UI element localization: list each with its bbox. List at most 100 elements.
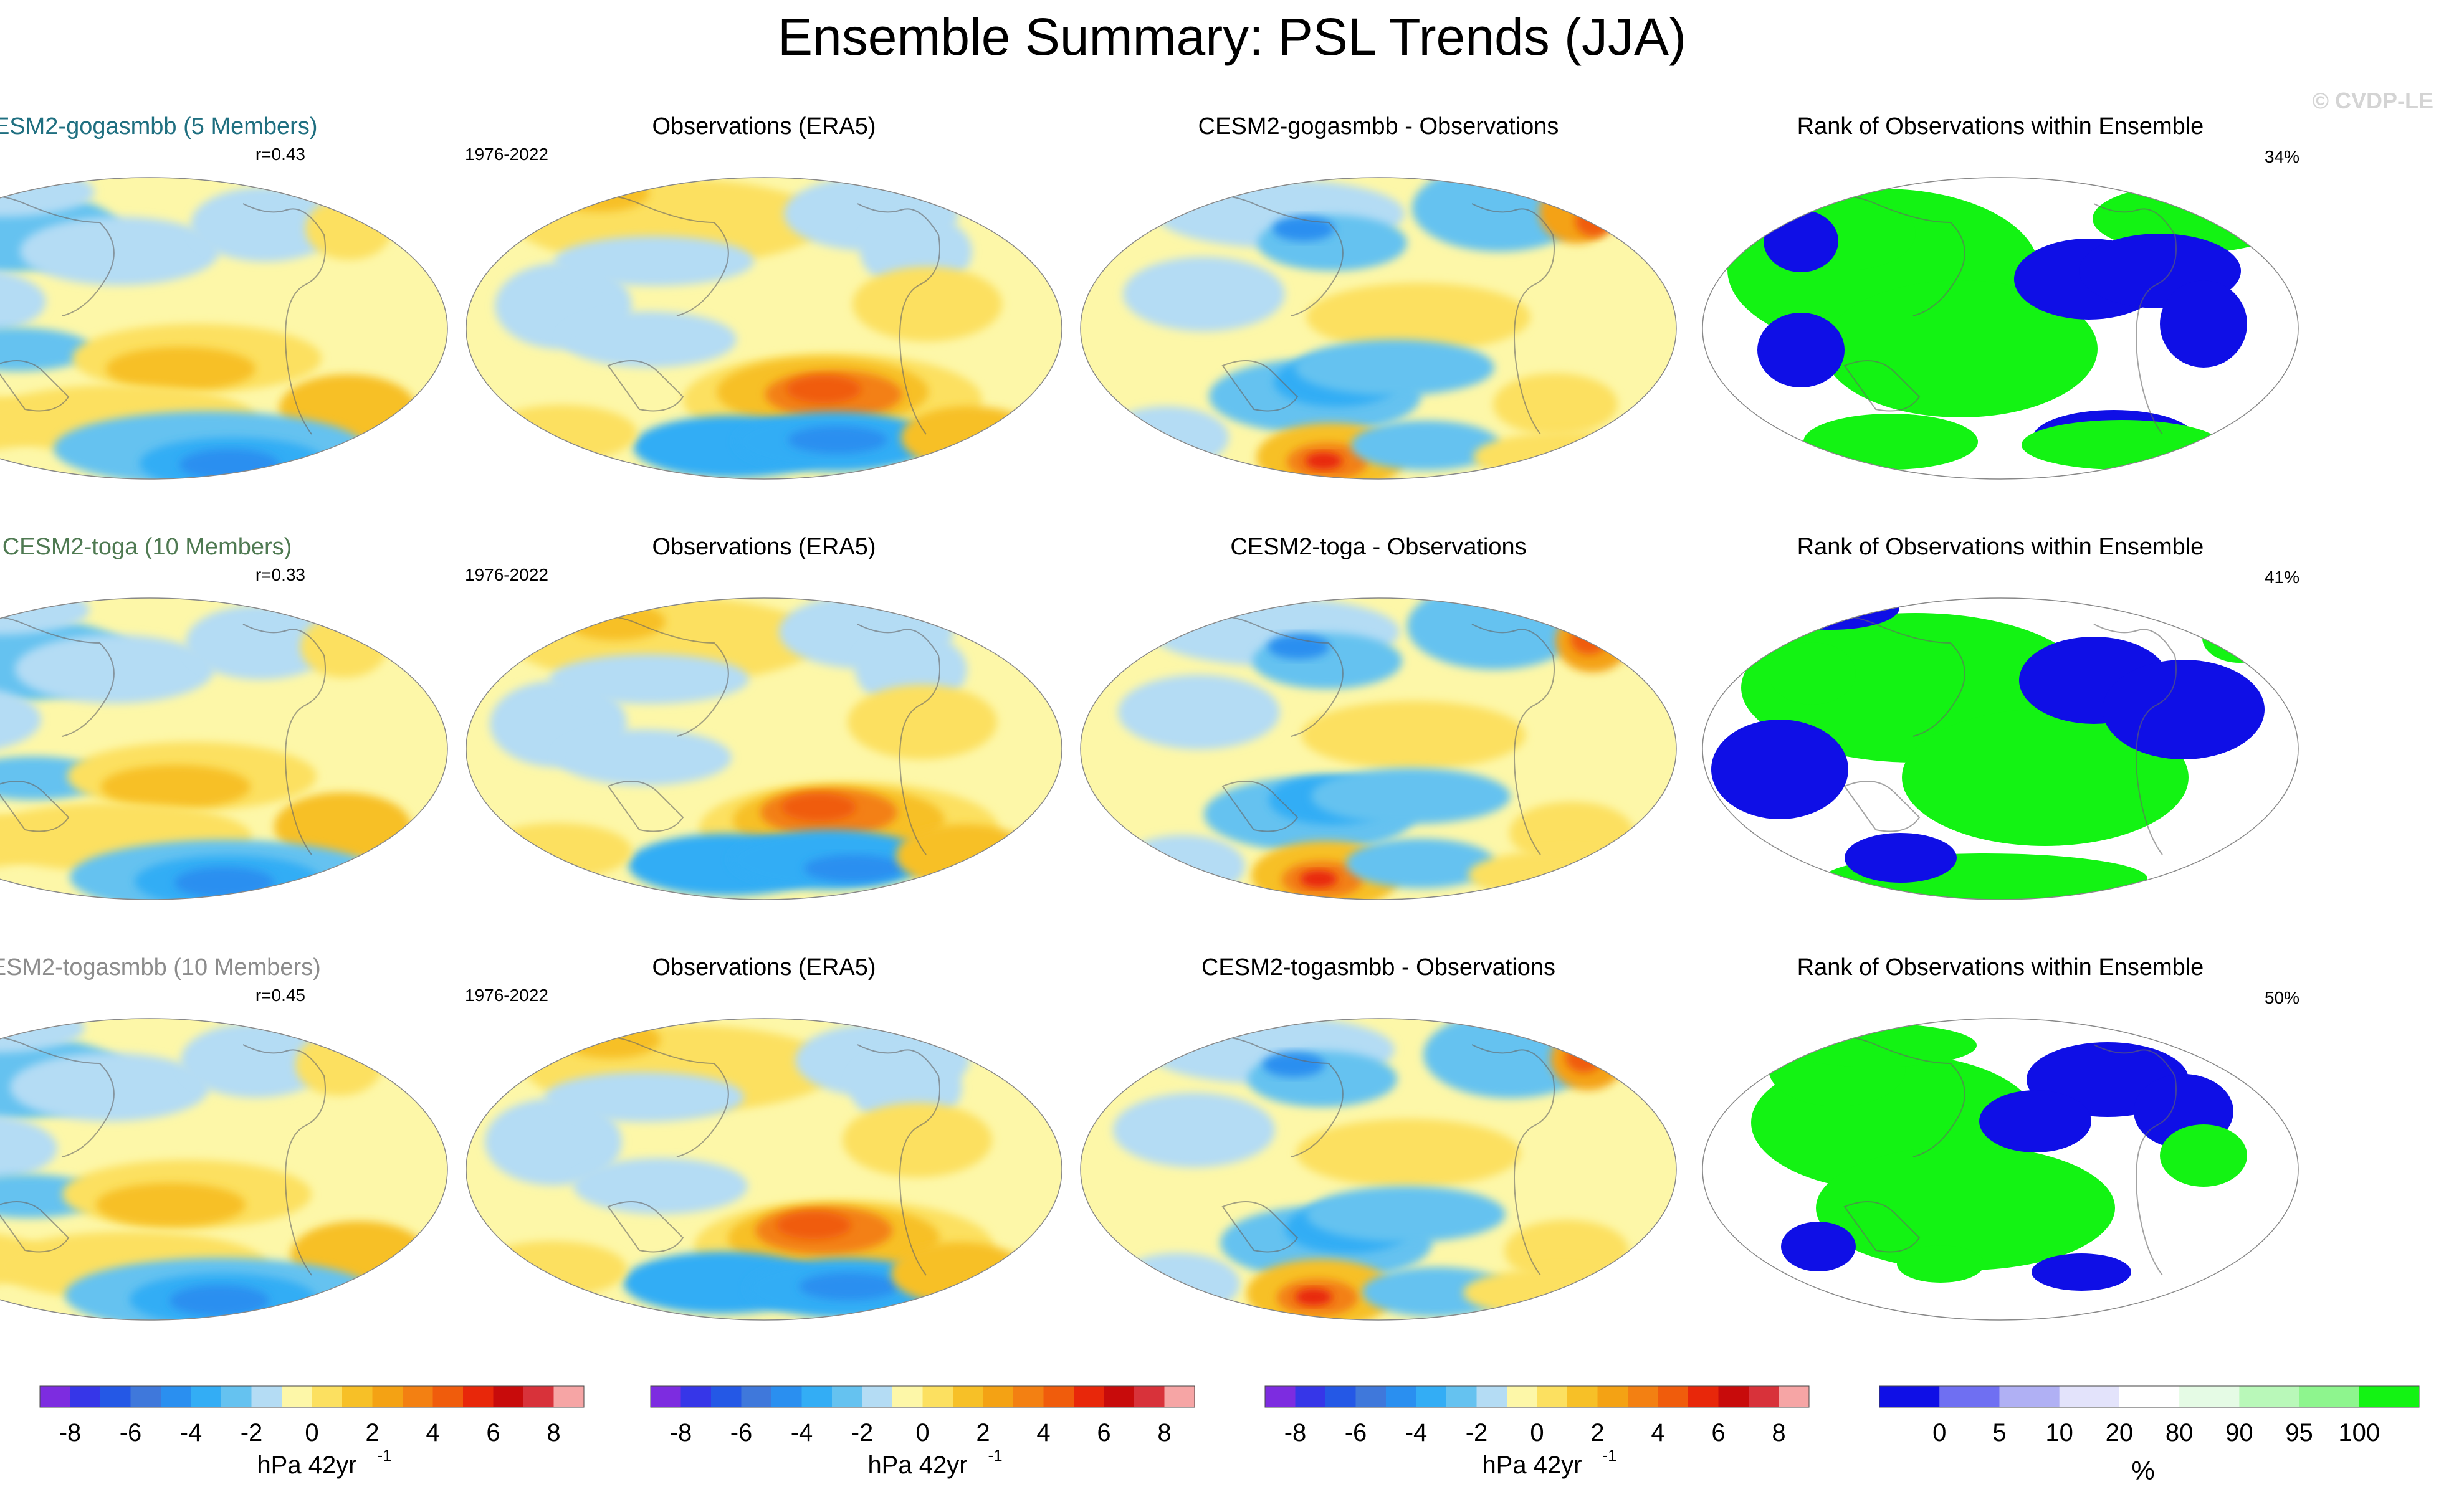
colorbar-tick-label: 2 <box>365 1419 379 1447</box>
colorbar-unit: hPa 42yr <box>257 1452 356 1479</box>
colorbar-tick-label: -4 <box>1405 1419 1428 1447</box>
map-anomaly-region <box>545 1072 744 1122</box>
colorbar-swatch <box>342 1386 373 1407</box>
colorbar-unit-superscript: -1 <box>988 1446 1003 1465</box>
colorbar-unit: hPa 42yr <box>867 1452 967 1479</box>
map-anomaly-region <box>2022 420 2221 470</box>
map-anomaly-region <box>557 729 732 786</box>
map-anomaly-region <box>1306 283 1530 351</box>
map-anomaly-region <box>1711 720 1848 819</box>
difference-panel-title: CESM2-togasmbb - Observations <box>1201 954 1555 981</box>
colorbar-swatch <box>862 1386 893 1407</box>
rank-panel-title: Rank of Observations within Ensemble <box>1797 113 2204 140</box>
map-anomaly-region <box>573 1158 748 1214</box>
map-anomaly-region <box>0 1019 85 1053</box>
map-anomaly-region <box>0 1174 103 1218</box>
colorbar-swatch <box>553 1386 585 1407</box>
colorbar-swatch <box>1446 1386 1477 1407</box>
colorbar-swatch <box>1295 1386 1326 1407</box>
map-anomaly-region <box>1268 634 1330 659</box>
colorbar-swatch <box>711 1386 742 1407</box>
map-anomaly-region <box>0 328 92 371</box>
map-anomaly-region <box>274 792 411 861</box>
colorbar-tick-label: 0 <box>1530 1419 1544 1447</box>
colorbar-tick-label: 95 <box>2285 1419 2313 1447</box>
colorbar-tick-label: -6 <box>120 1419 142 1447</box>
map-anomaly-region <box>1504 1220 1629 1282</box>
colorbar-swatch <box>100 1386 131 1407</box>
colorbar-swatch <box>432 1386 464 1407</box>
colorbar-swatch <box>1658 1386 1689 1407</box>
map-anomaly-region <box>1762 598 1899 630</box>
map-border <box>1702 177 2299 480</box>
map-anomaly-region <box>852 267 1002 341</box>
colorbar-swatch <box>1416 1386 1447 1407</box>
colorbar-tick-label: -6 <box>730 1419 753 1447</box>
coastline-asia <box>0 615 115 737</box>
colorbar-tick-label: 90 <box>2225 1419 2253 1447</box>
colorbar-swatch <box>1104 1386 1135 1407</box>
rank-colorbar: 0 5 10 20 80 90 95 100% <box>1879 1385 2420 1485</box>
colorbar-swatch <box>680 1386 712 1407</box>
colorbar-unit-superscript: -1 <box>1603 1446 1617 1465</box>
map-anomaly-region <box>186 605 335 680</box>
colorbar-swatch <box>221 1386 252 1407</box>
coastline-australia <box>1843 781 1921 832</box>
colorbar-swatch <box>2299 1386 2360 1407</box>
map-anomaly-region <box>300 615 388 678</box>
colorbar-swatch <box>282 1386 312 1407</box>
colorbar-swatch <box>1074 1386 1104 1407</box>
colorbar-swatch <box>1688 1386 1719 1407</box>
colorbar-tick-label: 5 <box>1992 1419 2006 1447</box>
colorbar-swatch <box>953 1386 983 1407</box>
map-anomaly-region <box>2103 660 2265 759</box>
colorbar-tick-label: 6 <box>1711 1419 1725 1447</box>
colorbar-tick-label: 4 <box>426 1419 439 1447</box>
colorbar-tick-label: 6 <box>486 1419 500 1447</box>
map-anomaly-region <box>1306 1186 1506 1242</box>
colorbar-swatch <box>1325 1386 1356 1407</box>
map-anomaly-region <box>0 756 108 800</box>
map-anomaly-region <box>1570 624 1608 655</box>
coastline-australia <box>607 1201 684 1253</box>
map-anomaly-region <box>1845 833 1957 883</box>
coastline-australia <box>1843 360 1921 412</box>
panel-ensemble-row2: CESM2-toga (10 Members)1976-2019r=0.33 <box>0 534 448 900</box>
watermark: © CVDP-LE <box>2312 88 2433 113</box>
colorbar-swatch <box>1164 1386 1195 1407</box>
coastline-australia <box>607 781 684 832</box>
map-border <box>0 177 448 480</box>
figure-title: Ensemble Summary: PSL Trends (JJA) <box>778 7 1686 66</box>
map-anomaly-region <box>0 1114 57 1182</box>
map-anomaly-region <box>170 1285 269 1316</box>
map-anomaly-region <box>1120 835 1245 897</box>
coastline-americas <box>1471 203 1555 435</box>
map-anomaly-region <box>848 685 997 759</box>
colorbar-swatch <box>801 1386 833 1407</box>
trend-colorbar-1: -8 -6 -4 -2 0 2 4 6 8 hPa 42yr -1 <box>39 1385 585 1479</box>
map-border <box>0 1018 448 1321</box>
colorbar-tick-label: 0 <box>305 1419 318 1447</box>
colorbar-row: -8 -6 -4 -2 0 2 4 6 8 hPa 42yr -1 -8 -6 -4 -2 0 2 4 6 8 hPa … <box>39 1385 2420 1485</box>
colorbar-swatch <box>1134 1386 1165 1407</box>
colorbar-swatch <box>983 1386 1014 1407</box>
colorbar-swatch <box>312 1386 343 1407</box>
coastline-americas <box>2093 203 2177 435</box>
colorbar-swatch <box>922 1386 953 1407</box>
colorbar-swatch <box>403 1386 433 1407</box>
map-anomaly-region <box>896 824 1033 886</box>
map-field <box>1118 598 1668 900</box>
map-anomaly-region <box>1263 1052 1325 1077</box>
map-anomaly-region <box>1979 1090 2091 1152</box>
map-anomaly-region <box>1555 610 1630 672</box>
map-anomaly-region <box>2160 1124 2247 1187</box>
colorbar-swatch <box>191 1386 222 1407</box>
coastline-asia <box>0 195 115 316</box>
ensemble-panel-title: CESM2-togasmbb (10 Members) <box>0 954 321 981</box>
colorbar-swatch <box>2119 1386 2180 1407</box>
coastline-australia <box>1221 360 1299 412</box>
colorbar-unit: % <box>2131 1456 2154 1485</box>
colorbar-tick-label: 4 <box>1036 1419 1050 1447</box>
map-anomaly-region <box>799 1273 899 1300</box>
